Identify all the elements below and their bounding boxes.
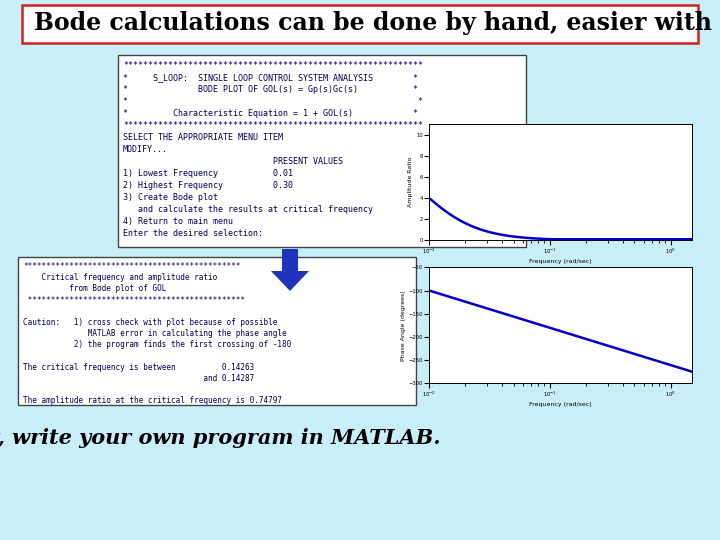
Text: *              BODE PLOT OF GOL(s) = Gp(s)Gc(s)           *: * BODE PLOT OF GOL(s) = Gp(s)Gc(s) * [123, 85, 418, 94]
Text: Or, write your own program in MATLAB.: Or, write your own program in MATLAB. [0, 428, 440, 448]
Text: MODIFY...: MODIFY... [123, 145, 168, 154]
Text: ************************************************************: ****************************************… [123, 121, 423, 130]
Y-axis label: Phase Angle (degrees): Phase Angle (degrees) [400, 290, 405, 361]
Text: ***********************************************: ****************************************… [23, 295, 245, 305]
Bar [282, 249, 298, 271]
Bar [118, 55, 526, 247]
Text: *         Characteristic Equation = 1 + GOL(s)            *: * Characteristic Equation = 1 + GOL(s) * [123, 109, 418, 118]
X-axis label: Frequency (rad/sec): Frequency (rad/sec) [529, 259, 592, 264]
Text: PRESENT VALUES: PRESENT VALUES [123, 157, 343, 166]
Text: The amplitude ratio at the critical frequency is 0.74797: The amplitude ratio at the critical freq… [23, 396, 282, 406]
Text: SELECT THE APPROPRIATE MENU ITEM: SELECT THE APPROPRIATE MENU ITEM [123, 133, 283, 142]
Text: *                                                          *: * * [123, 97, 423, 106]
Text: *     S_LOOP:  SINGLE LOOP CONTROL SYSTEM ANALYSIS        *: * S_LOOP: SINGLE LOOP CONTROL SYSTEM ANA… [123, 73, 418, 82]
Text: 1) Lowest Frequency           0.01: 1) Lowest Frequency 0.01 [123, 169, 293, 178]
Polygon shape [271, 271, 309, 291]
Y-axis label: Amplitude Ratio: Amplitude Ratio [408, 157, 413, 207]
Text: and 0.14287: and 0.14287 [23, 374, 254, 383]
Text: 4) Return to main menu: 4) Return to main menu [123, 217, 233, 226]
Text: 2) the program finds the first crossing of -180: 2) the program finds the first crossing … [23, 340, 292, 349]
Text: 2) Highest Frequency          0.30: 2) Highest Frequency 0.30 [123, 181, 293, 190]
Text: ************************************************************: ****************************************… [123, 61, 423, 70]
Text: Critical frequency and amplitude ratio: Critical frequency and amplitude ratio [23, 273, 217, 282]
Text: MATLAB error in calculating the phase angle: MATLAB error in calculating the phase an… [23, 329, 287, 338]
Bar [18, 257, 416, 405]
Text: from Bode plot of GOL: from Bode plot of GOL [23, 285, 166, 293]
Text: and calculate the results at critical frequency: and calculate the results at critical fr… [123, 205, 373, 214]
Text: Enter the desired selection:: Enter the desired selection: [123, 229, 263, 238]
Bar [22, 5, 698, 43]
Text: 3) Create Bode plot: 3) Create Bode plot [123, 193, 218, 202]
Text: ***********************************************: ****************************************… [23, 262, 240, 271]
Text: Caution:   1) cross check with plot because of possible: Caution: 1) cross check with plot becaus… [23, 318, 277, 327]
Text: The critical frequency is between          0.14263: The critical frequency is between 0.1426… [23, 363, 254, 372]
X-axis label: Frequency (rad/sec): Frequency (rad/sec) [529, 402, 592, 407]
Text: Bode calculations can be done by hand, easier with S_LOOP: Bode calculations can be done by hand, e… [34, 11, 720, 37]
